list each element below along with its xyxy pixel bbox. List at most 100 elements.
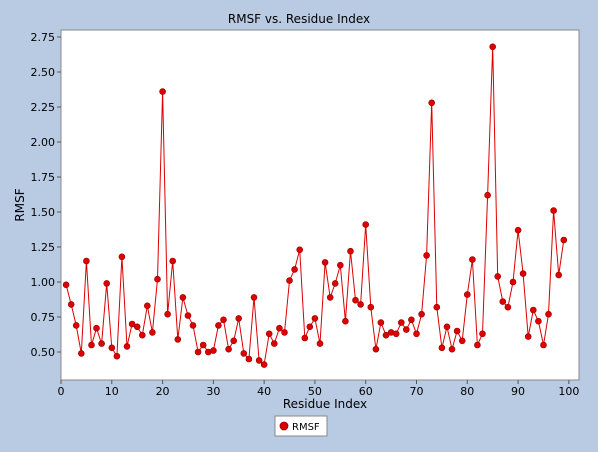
- x-tick-label: 100: [558, 385, 579, 398]
- data-point: [347, 247, 354, 255]
- data-point: [301, 334, 309, 342]
- y-tick-label: 2.50: [31, 66, 56, 79]
- data-point: [93, 324, 100, 332]
- data-point: [67, 301, 75, 308]
- data-point: [550, 207, 557, 214]
- data-point: [484, 191, 491, 199]
- data-point: [118, 253, 126, 261]
- data-point: [372, 345, 380, 353]
- data-point: [149, 329, 156, 336]
- series-layer: [62, 43, 568, 368]
- data-point: [154, 275, 161, 283]
- data-point: [545, 310, 552, 318]
- y-tick-label: 0.50: [31, 346, 56, 359]
- data-point: [540, 341, 547, 349]
- data-point: [98, 340, 105, 347]
- y-axis-label: RMSF: [13, 188, 27, 221]
- legend-marker: [279, 421, 289, 431]
- x-tick-label: 20: [156, 385, 170, 398]
- data-point: [402, 326, 410, 333]
- data-point: [331, 280, 339, 287]
- data-point: [519, 270, 527, 277]
- x-tick-label: 80: [460, 385, 474, 398]
- data-point: [504, 303, 512, 311]
- legend: RMSF: [274, 415, 328, 437]
- y-tick-label: 0.75: [31, 311, 56, 324]
- data-point: [270, 340, 278, 347]
- y-tick-label: 1.50: [31, 206, 56, 219]
- data-point: [210, 347, 217, 354]
- data-point: [215, 322, 222, 329]
- data-point: [463, 291, 471, 298]
- data-point: [362, 221, 370, 228]
- data-point: [499, 298, 507, 305]
- data-point: [179, 294, 187, 301]
- data-point: [397, 319, 405, 326]
- data-point: [265, 330, 273, 338]
- x-tick-label: 30: [206, 385, 220, 398]
- data-point: [357, 301, 364, 308]
- data-point: [128, 320, 136, 328]
- data-point: [377, 319, 385, 326]
- data-point: [458, 337, 466, 345]
- data-point: [199, 341, 207, 349]
- data-point: [164, 310, 171, 318]
- data-point: [321, 259, 329, 266]
- x-tick-label: 10: [105, 385, 119, 398]
- x-axis-label: Residue Index: [283, 397, 367, 411]
- data-point: [194, 348, 202, 356]
- data-point: [524, 333, 532, 340]
- data-point: [133, 323, 141, 331]
- data-point: [342, 317, 349, 325]
- data-point: [352, 296, 359, 304]
- data-point: [230, 337, 237, 345]
- x-tick-label: 50: [308, 385, 322, 398]
- data-point: [62, 281, 70, 289]
- data-point: [240, 350, 248, 357]
- y-tick-label: 1.00: [31, 276, 56, 289]
- data-point: [514, 226, 522, 234]
- data-point: [169, 257, 176, 265]
- data-point: [479, 330, 486, 338]
- data-point: [418, 310, 425, 318]
- plot-area: [60, 29, 580, 381]
- data-point: [184, 312, 192, 319]
- data-point: [489, 43, 497, 51]
- x-tick-label: 90: [511, 385, 525, 398]
- data-point: [174, 336, 182, 343]
- data-point: [469, 256, 476, 263]
- data-point: [286, 277, 293, 284]
- data-point: [316, 340, 324, 347]
- x-tick-label: 60: [359, 385, 373, 398]
- data-point: [108, 344, 116, 352]
- data-point: [555, 271, 563, 279]
- y-tick-label: 2.25: [31, 101, 56, 114]
- data-point: [392, 330, 400, 338]
- data-point: [113, 352, 121, 360]
- data-point: [423, 252, 430, 259]
- data-point: [367, 303, 375, 311]
- data-point: [428, 99, 436, 107]
- data-point: [281, 329, 288, 336]
- data-point: [220, 316, 227, 324]
- data-point: [139, 331, 146, 339]
- data-point: [245, 355, 253, 363]
- data-point: [72, 322, 80, 329]
- x-tick-label: 0: [58, 385, 65, 398]
- data-point: [326, 294, 334, 301]
- data-point: [103, 280, 110, 287]
- chart-title: RMSF vs. Residue Index: [228, 12, 370, 26]
- y-tick-label: 1.75: [31, 171, 56, 184]
- data-point: [123, 343, 131, 350]
- data-point: [509, 278, 517, 286]
- data-point: [83, 257, 90, 265]
- x-tick-label: 40: [257, 385, 271, 398]
- data-point: [306, 323, 314, 331]
- data-point: [291, 266, 298, 273]
- y-tick-label: 1.25: [31, 241, 56, 254]
- data-point: [474, 341, 481, 349]
- data-point: [443, 323, 451, 331]
- data-point: [78, 350, 85, 357]
